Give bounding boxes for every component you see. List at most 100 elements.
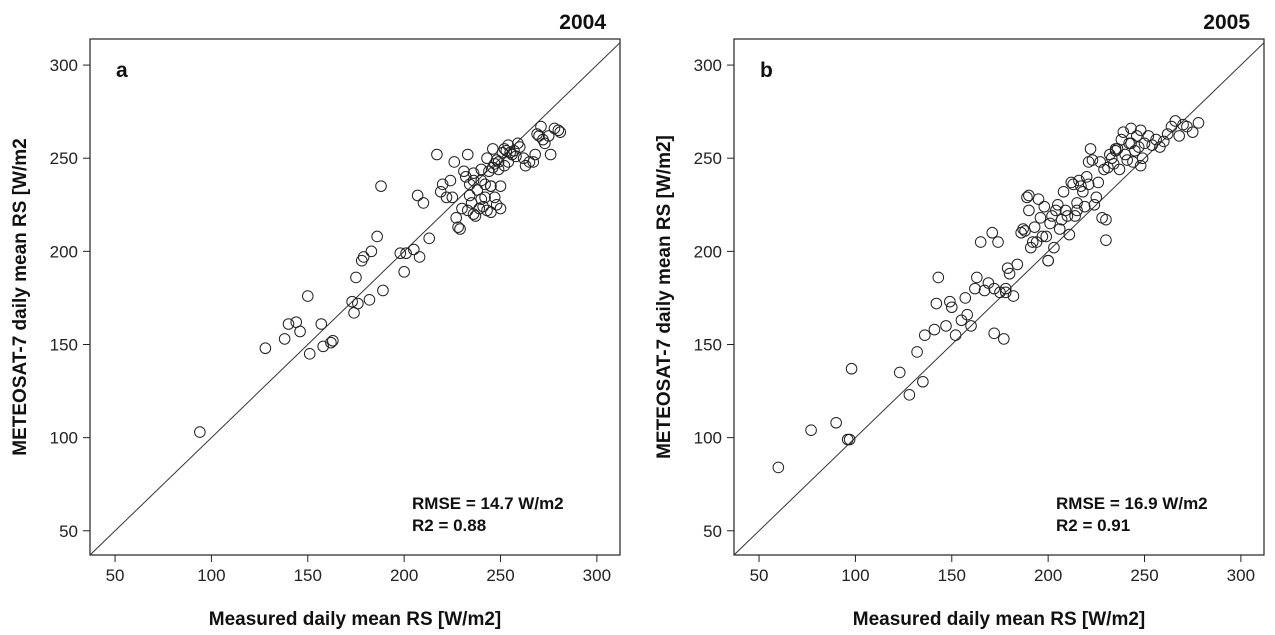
chart-2-data-point [971,271,983,284]
chart-2-data-point [1094,156,1106,168]
chart-1-data-point [469,210,482,222]
chart-1-stat-annotation: R2 = 0.88 [412,516,486,535]
chart-2-data-point [1034,212,1047,224]
chart-2-y-tick-label: 300 [694,56,722,75]
chart-2-data-point [969,282,981,295]
chart-2-data-point [1057,185,1070,198]
chart-1-data-point [454,223,466,235]
chart-2-data-point [1032,193,1045,206]
chart-2-data-point [1150,133,1162,146]
chart-2-data-point [988,327,1000,340]
chart-1-y-tick-label: 200 [50,242,78,261]
chart-1-data-point [440,191,453,204]
chart-1-x-tick-label: 200 [390,566,418,585]
chart-1-data-point [475,174,488,187]
chart-1-data-point [483,165,495,178]
chart-2-points [772,115,1205,474]
chart-1-data-point [463,178,476,191]
chart-2-data-point [1051,198,1064,211]
chart-1-data-point [490,154,503,166]
chart-1-data-point [519,159,532,172]
chart-1-data-point [346,295,358,308]
chart-2-data-point [1080,171,1093,183]
chart-1-data-point [467,167,480,179]
chart-1-y-tick-label: 250 [50,149,78,168]
chart-2-data-point [1011,258,1024,271]
chart-1-data-point [363,293,376,306]
chart-2-data-point [919,329,931,341]
chart-1-data-point [413,251,426,263]
chart-1-data-point [523,156,536,168]
chart-1-data-point [448,156,461,168]
chart-2-x-tick-label: 300 [1227,566,1255,585]
chart-1-data-point [365,245,378,258]
chart-2-plot-frame [733,38,1265,556]
chart-1-data-point [350,271,362,284]
chart-2-data-point [928,323,941,336]
chart-1-data-point [487,143,499,155]
chart-1-data-point [194,426,206,438]
chart-2-data-point [998,333,1010,345]
chart-2-data-point [1088,198,1101,211]
chart-1-data-point [357,251,370,263]
chart-2-data-point [999,282,1012,295]
chart-1-y-axis-label: METEOSAT-7 daily mean RS [W/m2 [10,138,31,455]
chart-2-data-point [1003,267,1016,280]
chart-2-data-point [945,301,958,314]
chart-1-data-point [301,290,314,302]
chart-2-data-point [1186,126,1199,138]
chart-2-data-point [1100,213,1112,226]
chart-2-data-point [830,416,842,429]
chart-1-data-point [494,202,507,215]
chart-1-data-point [315,318,328,330]
chart-1-data-point [477,200,489,213]
chart-1-data-point [481,204,493,217]
chart-2-data-point [1109,143,1122,155]
chart-1-data-point [444,174,457,187]
chart-2-data-point [932,271,945,284]
chart-2-data-point [974,236,987,248]
chart-1-data-point [461,204,474,217]
chart-1-data-point [529,148,542,161]
chart-2-y-axis-label: METEOSAT-7 daily mean RS [W/m2] [654,135,675,459]
chart-1-data-point [492,163,505,176]
chart-2-data-point [1067,178,1079,191]
chart-1-data-point [352,297,364,310]
chart-1-data-point [411,189,424,202]
chart-1-data-point [460,171,472,183]
chart-2-data-point [1023,204,1035,217]
chart-1-data-point [452,221,464,233]
chart-1-data-point [431,148,443,161]
chart-2-stat-annotation: RMSE = 16.9 W/m2 [1056,494,1208,513]
chart-2-data-point [988,282,1000,295]
chart-2-data-point [1028,221,1041,233]
chart-2-data-point [1071,204,1083,217]
chart-2-data-point [1065,176,1078,189]
chart-2-data-point [1017,223,1029,235]
chart-1-data-point [434,185,447,198]
chart-2-data-point [917,375,929,388]
chart-2-data-point [1021,191,1033,204]
chart-1-data-point [475,163,488,176]
chart-1-data-point [481,152,493,165]
chart-1-data-point [490,198,503,211]
chart-2-data-point [992,236,1004,248]
chart-2-data-point [1157,135,1170,148]
chart-1-data-point [375,180,387,192]
chart-1-x-tick-label: 100 [197,566,225,585]
chart-1-x-tick-label: 300 [583,566,611,585]
chart-1-data-point [488,191,501,204]
chart-2-year-label: 2005 [1203,11,1250,34]
chart-1-data-point [278,333,291,345]
chart-2-data-point [1125,122,1137,135]
chart-2-data-point [1100,234,1112,246]
chart-1-data-point [498,159,511,172]
chart-2-x-tick-label: 250 [1130,566,1158,585]
chart-2-data-point [1113,163,1126,176]
chart-2-data-point [994,286,1006,299]
chart-1-data-point [450,212,462,224]
chart-2-data-point [1044,217,1056,230]
chart-1-data-point [317,340,330,353]
chart-1-data-point [498,143,511,155]
